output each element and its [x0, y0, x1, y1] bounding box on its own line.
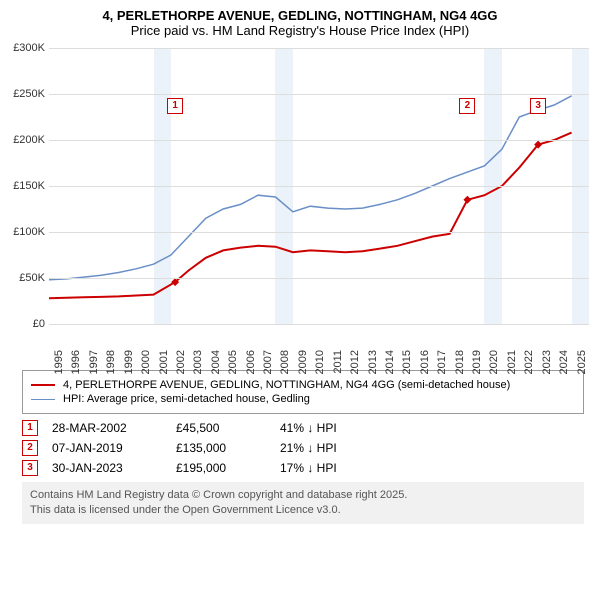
x-tick-label: 2015	[401, 350, 413, 374]
x-tick-label: 2016	[419, 350, 431, 374]
transaction-table: 1 28-MAR-2002 £45,500 41% ↓ HPI 2 07-JAN-2019…	[22, 420, 584, 476]
y-tick-label: £250K	[3, 88, 45, 100]
callout-marker: 3	[530, 98, 546, 114]
transaction-date: 07-JAN-2019	[52, 441, 162, 455]
legend-label: 4, PERLETHORPE AVENUE, GEDLING, NOTTINGH…	[63, 379, 510, 391]
legend-item: HPI: Average price, semi-detached house,…	[31, 393, 575, 405]
transaction-row: 1 28-MAR-2002 £45,500 41% ↓ HPI	[22, 420, 584, 436]
gridline	[49, 94, 589, 95]
x-tick-label: 1998	[105, 350, 117, 374]
title-block: 4, PERLETHORPE AVENUE, GEDLING, NOTTINGH…	[4, 8, 596, 38]
transaction-price: £135,000	[176, 441, 266, 455]
x-tick-label: 2017	[436, 350, 448, 374]
transaction-row: 3 30-JAN-2023 £195,000 17% ↓ HPI	[22, 460, 584, 476]
legend: 4, PERLETHORPE AVENUE, GEDLING, NOTTINGH…	[22, 370, 584, 414]
x-tick-label: 2011	[332, 350, 344, 374]
callout-marker: 3	[22, 460, 38, 476]
callout-marker: 1	[22, 420, 38, 436]
transaction-price: £195,000	[176, 461, 266, 475]
sale-marker	[463, 196, 471, 204]
x-tick-label: 1996	[70, 350, 82, 374]
x-tick-label: 2025	[576, 350, 588, 374]
x-tick-label: 2024	[558, 350, 570, 374]
chart-box: 123 £0£50K£100K£150K£200K£250K£300K19951…	[5, 44, 595, 364]
x-tick-label: 2012	[349, 350, 361, 374]
x-tick-label: 2005	[227, 350, 239, 374]
x-tick-label: 2008	[279, 350, 291, 374]
footer-line2: This data is licensed under the Open Gov…	[30, 503, 576, 518]
x-tick-label: 2019	[471, 350, 483, 374]
footer-line1: Contains HM Land Registry data © Crown c…	[30, 488, 576, 503]
x-tick-label: 2006	[245, 350, 257, 374]
y-tick-label: £300K	[3, 42, 45, 54]
gridline	[49, 232, 589, 233]
x-tick-label: 1999	[123, 350, 135, 374]
callout-marker: 2	[459, 98, 475, 114]
x-tick-label: 2002	[175, 350, 187, 374]
x-tick-label: 2003	[192, 350, 204, 374]
y-tick-label: £0	[3, 318, 45, 330]
x-tick-label: 2023	[541, 350, 553, 374]
plot-area: 1 2 3	[49, 48, 589, 324]
x-tick-label: 2001	[158, 350, 170, 374]
transaction-price: £45,500	[176, 421, 266, 435]
chart-container: 4, PERLETHORPE AVENUE, GEDLING, NOTTINGH…	[0, 0, 600, 534]
legend-swatch	[31, 384, 55, 386]
legend-item: 4, PERLETHORPE AVENUE, GEDLING, NOTTINGH…	[31, 379, 575, 391]
gridline	[49, 140, 589, 141]
title-line2: Price paid vs. HM Land Registry's House …	[4, 23, 596, 38]
transaction-diff: 41% ↓ HPI	[280, 421, 390, 435]
x-tick-label: 2021	[506, 350, 518, 374]
x-tick-label: 1997	[88, 350, 100, 374]
x-tick-label: 2014	[384, 350, 396, 374]
transaction-diff: 17% ↓ HPI	[280, 461, 390, 475]
callout-marker: 1	[167, 98, 183, 114]
series-hpi	[49, 96, 572, 280]
callout-marker: 2	[22, 440, 38, 456]
transaction-date: 28-MAR-2002	[52, 421, 162, 435]
transaction-date: 30-JAN-2023	[52, 461, 162, 475]
x-tick-label: 2020	[488, 350, 500, 374]
legend-label: HPI: Average price, semi-detached house,…	[63, 393, 310, 405]
y-tick-label: £150K	[3, 180, 45, 192]
y-tick-label: £200K	[3, 134, 45, 146]
x-tick-label: 2004	[210, 350, 222, 374]
legend-swatch	[31, 399, 55, 400]
transaction-diff: 21% ↓ HPI	[280, 441, 390, 455]
y-tick-label: £100K	[3, 226, 45, 238]
x-tick-label: 2007	[262, 350, 274, 374]
title-line1: 4, PERLETHORPE AVENUE, GEDLING, NOTTINGH…	[4, 8, 596, 23]
transaction-row: 2 07-JAN-2019 £135,000 21% ↓ HPI	[22, 440, 584, 456]
x-tick-label: 2013	[367, 350, 379, 374]
gridline	[49, 278, 589, 279]
x-tick-label: 2022	[523, 350, 535, 374]
x-tick-label: 2010	[314, 350, 326, 374]
gridline	[49, 324, 589, 325]
x-tick-label: 1995	[53, 350, 65, 374]
attribution-footer: Contains HM Land Registry data © Crown c…	[22, 482, 584, 524]
x-tick-label: 2009	[297, 350, 309, 374]
x-tick-label: 2000	[140, 350, 152, 374]
gridline	[49, 48, 589, 49]
y-tick-label: £50K	[3, 272, 45, 284]
x-tick-label: 2018	[454, 350, 466, 374]
gridline	[49, 186, 589, 187]
